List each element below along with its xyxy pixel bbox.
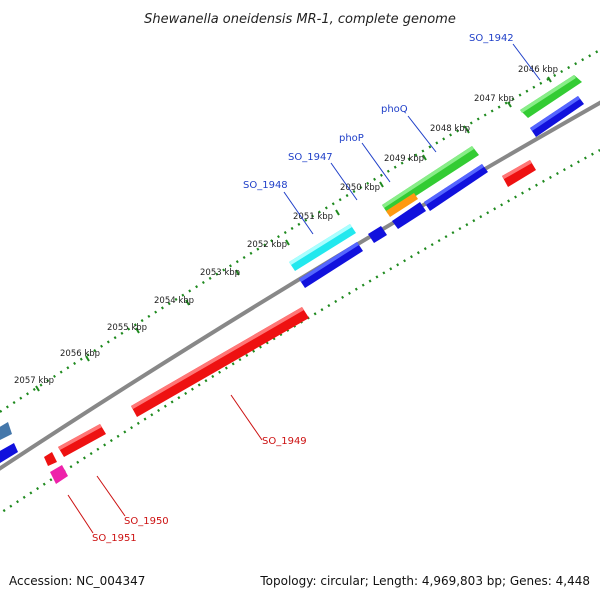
gene-label-so-1951[interactable]: SO_1951 [92, 533, 137, 544]
scale-label: 2053 kbp [200, 268, 240, 278]
genome-backbone [0, 100, 600, 471]
feature-green-mid [382, 146, 479, 214]
cds-reverse [131, 307, 309, 417]
scale-label: 2051 kbp [293, 212, 333, 222]
outer-scale-ring [0, 48, 600, 414]
cds-reverse [58, 424, 106, 457]
gene-label-so-1950[interactable]: SO_1950 [124, 516, 169, 527]
leader-line [361, 142, 391, 183]
scale-label: 2056 kbp [60, 349, 100, 359]
cds-forward [424, 164, 488, 211]
tick-mark [335, 209, 340, 216]
tick-mark [422, 154, 427, 161]
leader-line [407, 115, 437, 153]
tick-mark [235, 269, 240, 276]
cds-reverse [502, 160, 536, 187]
cds-forward [368, 226, 387, 243]
cds-forward [0, 443, 18, 463]
gene-leader-lines [67, 43, 541, 534]
scale-label: 2057 kbp [14, 376, 54, 386]
feature-cyan [289, 224, 356, 271]
cds-forward [530, 96, 584, 137]
leader-line [283, 191, 314, 235]
tick-mark [547, 76, 552, 83]
scale-label: 2054 kbp [154, 296, 194, 306]
scale-label: 2046 kbp [518, 65, 558, 75]
tick-mark [185, 299, 190, 306]
inner-scale-ring [0, 148, 600, 515]
tick-mark [379, 181, 384, 188]
feature-green-mid-edge [382, 146, 474, 208]
feature-magenta [50, 465, 68, 484]
leader-line [230, 394, 263, 441]
genome-summary-text: Topology: circular; Length: 4,969,803 bp… [259, 574, 590, 588]
scale-label: 2049 kbp [384, 154, 424, 164]
tick-mark [507, 101, 512, 108]
cds-forward [299, 242, 363, 288]
gene-label-so-1942[interactable]: SO_1942 [469, 33, 514, 44]
leader-line [96, 475, 126, 517]
gene-label-so-1947[interactable]: SO_1947 [288, 152, 333, 163]
outer-major-ticks [35, 76, 552, 392]
cds-forward-edge [299, 242, 359, 282]
leader-line [330, 162, 358, 201]
tick-mark [85, 355, 90, 362]
scale-label: 2047 kbp [474, 94, 514, 104]
leader-line [67, 494, 94, 534]
cds-reverse [44, 452, 57, 466]
map-title: Shewanella oneidensis MR-1, complete gen… [144, 12, 456, 27]
scale-label: 2055 kbp [107, 323, 147, 333]
cds-forward-edge [530, 96, 580, 131]
tick-mark [35, 385, 40, 392]
scale-label: 2050 kbp [340, 183, 380, 193]
tick-mark [285, 239, 290, 246]
feature-orange [386, 193, 418, 217]
gene-label-so-1949[interactable]: SO_1949 [262, 436, 307, 447]
cds-reverse-edge [58, 424, 102, 450]
feature-cyan-edge [289, 224, 352, 265]
gene-label-phoq[interactable]: phoQ [381, 104, 408, 115]
scale-labels: 2046 kbp 2047 kbp 2048 kbp 2049 kbp 2050… [14, 65, 558, 386]
feature-green-right-edge [520, 75, 576, 113]
tick-mark [135, 327, 140, 334]
feature-steel [0, 422, 12, 440]
cds-reverse-edge [502, 160, 532, 179]
leader-line [512, 43, 541, 81]
scale-label: 2048 kbp [430, 124, 470, 134]
feature-green-right [520, 75, 582, 118]
gene-label-so-1948[interactable]: SO_1948 [243, 180, 288, 191]
cds-forward-edge [424, 164, 484, 205]
scale-label: 2052 kbp [247, 240, 287, 250]
accession-text: Accession: NC_004347 [9, 574, 145, 588]
cds-forward [392, 202, 426, 229]
tick-mark [465, 127, 470, 134]
cds-reverse-edge [131, 307, 304, 409]
gene-label-phop[interactable]: phoP [339, 133, 364, 144]
